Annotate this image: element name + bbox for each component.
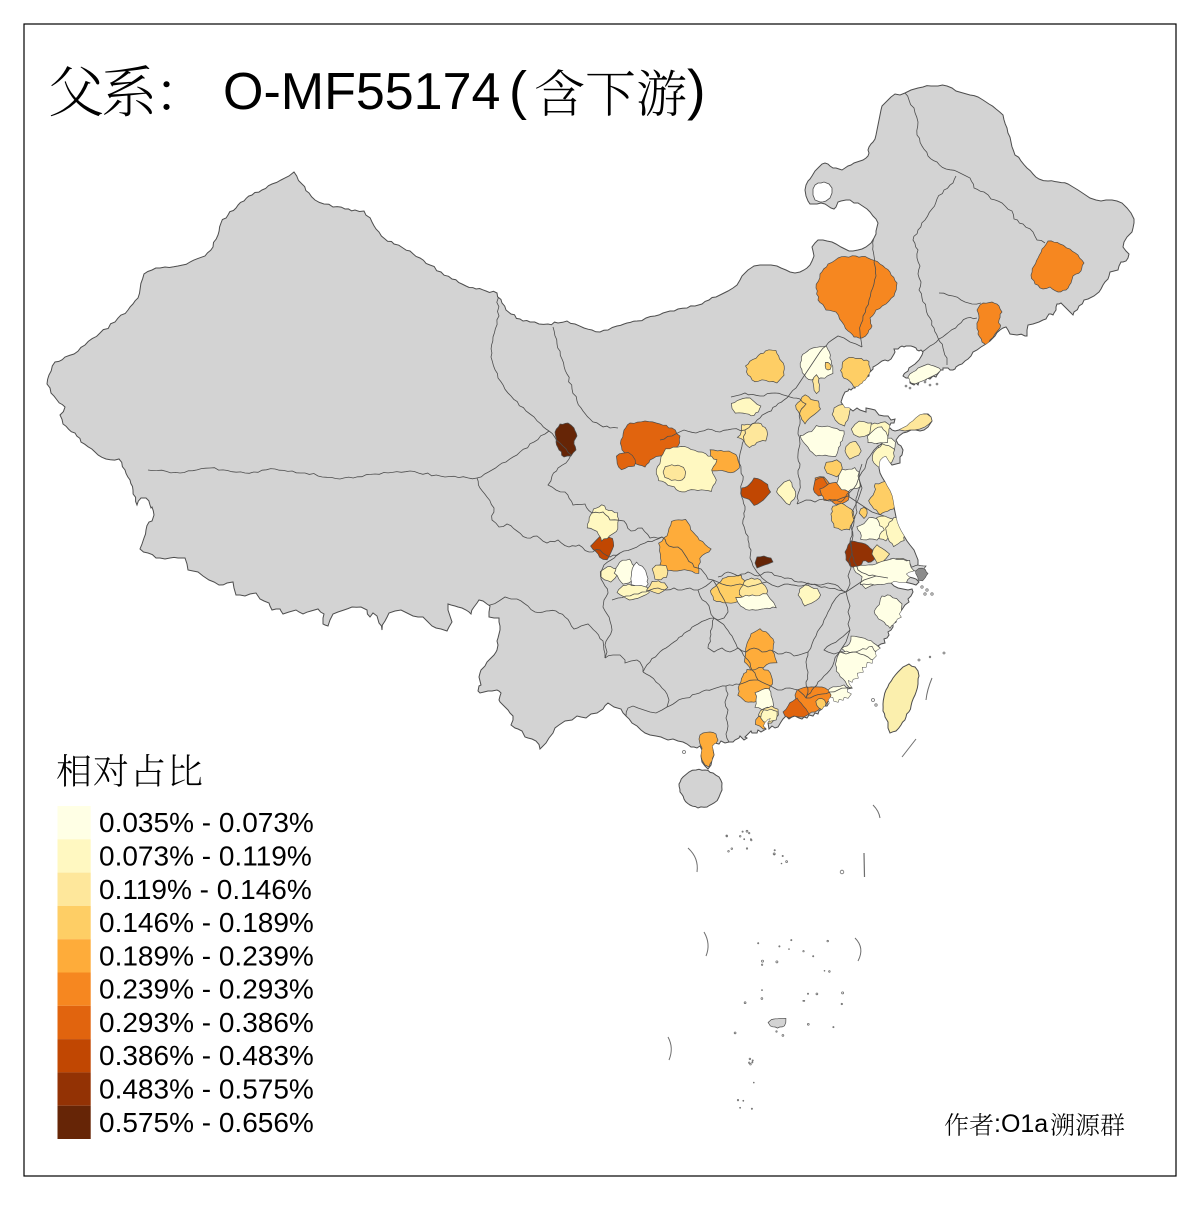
svg-text:0.073% - 0.119%: 0.073% - 0.119%: [99, 840, 312, 871]
svg-text:0.119% - 0.146%: 0.119% - 0.146%: [99, 874, 312, 905]
svg-text:0.293% - 0.386%: 0.293% - 0.386%: [99, 1007, 314, 1038]
svg-text:0.575% - 0.656%: 0.575% - 0.656%: [99, 1107, 314, 1138]
svg-text:0.035% - 0.073%: 0.035% - 0.073%: [99, 807, 314, 838]
svg-text:): ): [687, 58, 706, 121]
svg-text:0.483% - 0.575%: 0.483% - 0.575%: [99, 1074, 314, 1105]
svg-text:0.189% - 0.239%: 0.189% - 0.239%: [99, 940, 314, 971]
svg-text:0.386% - 0.483%: 0.386% - 0.483%: [99, 1040, 314, 1071]
svg-text:0.239% - 0.293%: 0.239% - 0.293%: [99, 974, 314, 1005]
svg-text::O1a: :O1a: [994, 1110, 1048, 1138]
svg-text:O-MF55174: O-MF55174: [223, 63, 500, 121]
svg-text:0.146% - 0.189%: 0.146% - 0.189%: [99, 907, 314, 938]
svg-text:(: (: [509, 61, 527, 121]
